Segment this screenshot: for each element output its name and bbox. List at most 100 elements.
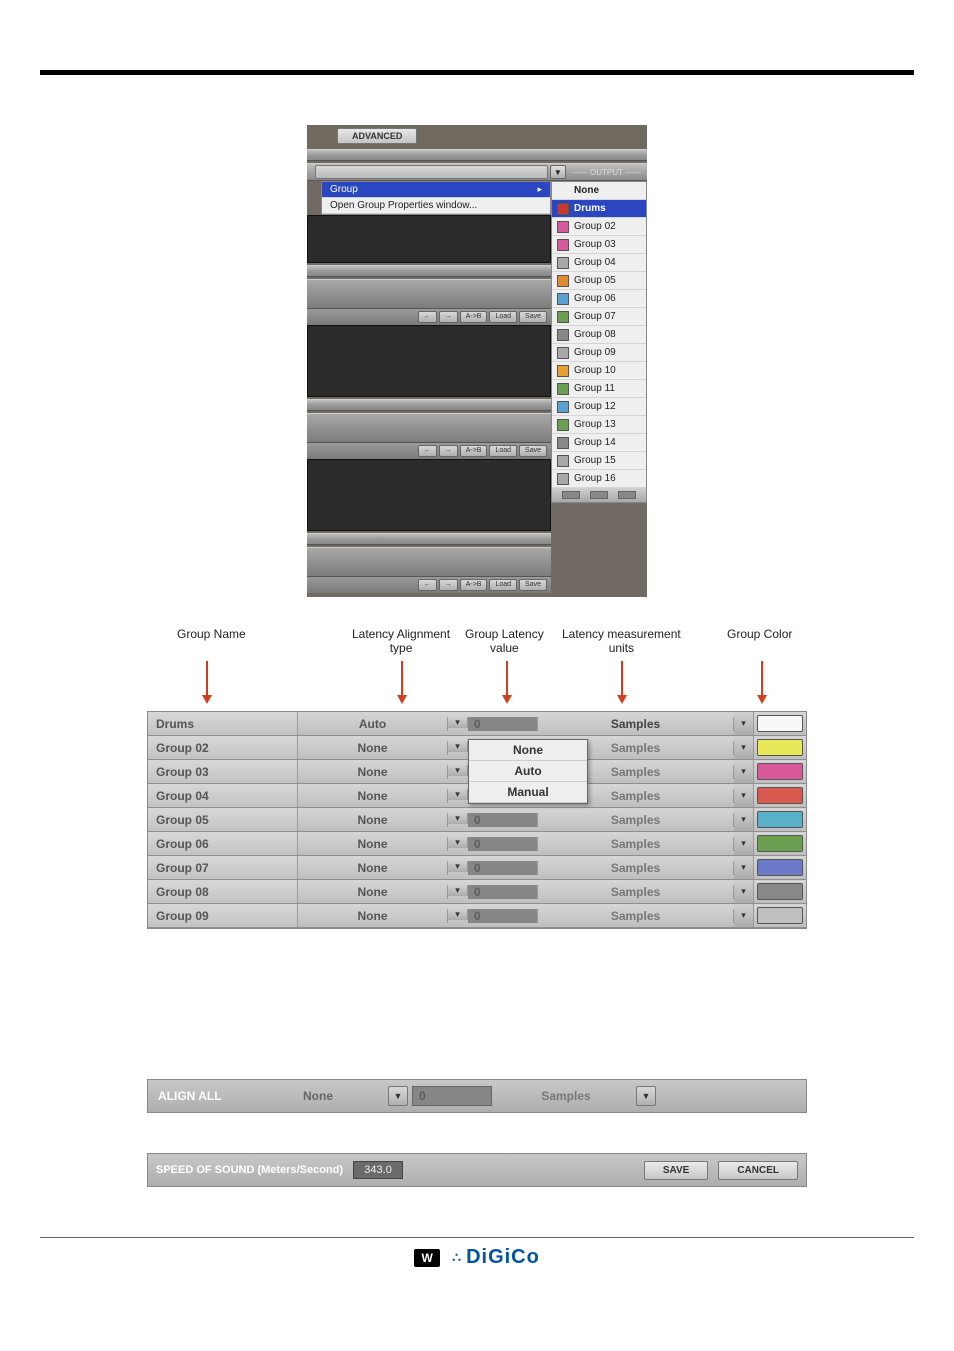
bottom-panels: ALIGN ALL None ▼ 0 Samples ▼ SPEED OF SO… (147, 1079, 807, 1187)
flyout-item[interactable]: Drums (552, 200, 646, 218)
group-color-cell[interactable] (754, 880, 806, 903)
flyout-item[interactable]: Group 05 (552, 272, 646, 290)
flyout-item[interactable]: Group 07 (552, 308, 646, 326)
alignment-type-dropdown[interactable]: ▾ (448, 837, 468, 848)
group-color-cell[interactable] (754, 904, 806, 927)
units-dropdown[interactable]: ▾ (734, 712, 754, 735)
popup-option[interactable]: None (469, 740, 587, 761)
footer-rule (40, 1237, 914, 1238)
flyout-item[interactable]: Group 15 (552, 452, 646, 470)
color-swatch (557, 203, 569, 215)
flyout-item[interactable]: Group 14 (552, 434, 646, 452)
latency-value-cell[interactable]: 0 (468, 861, 538, 875)
alignment-type-dropdown[interactable]: ▾ (448, 861, 468, 872)
latency-value-cell[interactable]: 0 (468, 837, 538, 851)
latency-value-cell[interactable]: 0 (468, 813, 538, 827)
alignment-type-dropdown[interactable]: ▾ (448, 741, 468, 752)
mini-button[interactable]: Load (489, 579, 517, 591)
alignment-type-dropdown[interactable]: ▾ (448, 813, 468, 824)
group-name-cell[interactable]: Group 02 (148, 736, 298, 759)
mini-button[interactable]: Save (519, 579, 547, 591)
output-field[interactable] (315, 165, 548, 179)
flyout-item[interactable]: Group 08 (552, 326, 646, 344)
tab-advanced[interactable]: ADVANCED (337, 128, 417, 144)
context-menu: Group▸ Open Group Properties window... (321, 181, 551, 215)
mini-button[interactable]: → (439, 579, 458, 591)
group-color-cell[interactable] (754, 856, 806, 879)
mini-button[interactable]: A->B (460, 445, 488, 457)
flyout-footer (552, 488, 646, 502)
alignment-type-dropdown[interactable]: ▾ (448, 885, 468, 896)
cancel-button[interactable]: CANCEL (718, 1161, 798, 1180)
flyout-item-none[interactable]: None (552, 182, 646, 200)
units-dropdown[interactable]: ▾ (734, 904, 754, 927)
flyout-item-label: Group 14 (574, 437, 616, 448)
flyout-item[interactable]: Group 13 (552, 416, 646, 434)
group-name-cell[interactable]: Group 06 (148, 832, 298, 855)
align-latency-value[interactable]: 0 (412, 1086, 492, 1106)
latency-value-cell[interactable]: 0 (468, 717, 538, 731)
flyout-item[interactable]: Group 03 (552, 236, 646, 254)
units-dropdown[interactable]: ▾ (734, 808, 754, 831)
mini-button[interactable]: ← (418, 445, 437, 457)
alignment-type-popup: NoneAutoManual (468, 739, 588, 804)
group-name-cell[interactable]: Group 08 (148, 880, 298, 903)
group-color-cell[interactable] (754, 784, 806, 807)
group-name-cell[interactable]: Group 09 (148, 904, 298, 927)
units-dropdown[interactable]: ▾ (734, 760, 754, 783)
units-dropdown[interactable]: ▾ (734, 856, 754, 879)
latency-value-cell[interactable]: 0 (468, 909, 538, 923)
units-cell: Samples (538, 717, 734, 731)
flyout-item[interactable]: Group 10 (552, 362, 646, 380)
group-name-cell[interactable]: Group 05 (148, 808, 298, 831)
units-dropdown[interactable]: ▾ (734, 880, 754, 903)
units-dropdown[interactable]: ▾ (734, 784, 754, 807)
mini-button[interactable]: Save (519, 445, 547, 457)
flyout-item[interactable]: Group 12 (552, 398, 646, 416)
flyout-item[interactable]: Group 04 (552, 254, 646, 272)
annotation-type: Latency Alignmenttype (352, 627, 450, 656)
group-color-cell[interactable] (754, 736, 806, 759)
flyout-item[interactable]: Group 06 (552, 290, 646, 308)
flyout-item[interactable]: Group 09 (552, 344, 646, 362)
group-color-cell[interactable] (754, 712, 806, 735)
group-name-cell[interactable]: Group 04 (148, 784, 298, 807)
flyout-item[interactable]: Group 11 (552, 380, 646, 398)
flyout-item[interactable]: Group 02 (552, 218, 646, 236)
popup-option[interactable]: Manual (469, 782, 587, 803)
align-units-dropdown[interactable]: ▼ (636, 1086, 656, 1106)
group-color-cell[interactable] (754, 808, 806, 831)
mini-button[interactable]: Load (489, 445, 517, 457)
mini-button[interactable]: ← (418, 311, 437, 323)
output-dropdown[interactable]: ▼ (550, 165, 566, 179)
group-flyout: None DrumsGroup 02Group 03Group 04Group … (551, 181, 647, 503)
flyout-item[interactable]: Group 16 (552, 470, 646, 488)
units-cell: Samples (538, 861, 734, 875)
latency-value-cell[interactable]: 0 (468, 885, 538, 899)
menu-item-group[interactable]: Group▸ (322, 182, 550, 198)
mini-button[interactable]: → (439, 311, 458, 323)
alignment-type-dropdown[interactable]: ▾ (448, 765, 468, 776)
mini-button[interactable]: → (439, 445, 458, 457)
menu-item-open-props[interactable]: Open Group Properties window... (322, 198, 550, 214)
mini-button[interactable]: ← (418, 579, 437, 591)
save-button[interactable]: SAVE (644, 1161, 709, 1180)
sos-value[interactable]: 343.0 (353, 1161, 403, 1179)
group-name-cell[interactable]: Group 07 (148, 856, 298, 879)
mini-button[interactable]: Load (489, 311, 517, 323)
group-color-cell[interactable] (754, 832, 806, 855)
table-row: Group 08None▾0Samples▾ (148, 880, 806, 904)
units-dropdown[interactable]: ▾ (734, 832, 754, 855)
popup-option[interactable]: Auto (469, 761, 587, 782)
mini-button[interactable]: A->B (460, 311, 488, 323)
mini-button[interactable]: A->B (460, 579, 488, 591)
alignment-type-dropdown[interactable]: ▾ (448, 789, 468, 800)
align-type-dropdown[interactable]: ▼ (388, 1086, 408, 1106)
alignment-type-dropdown[interactable]: ▾ (448, 909, 468, 920)
group-color-cell[interactable] (754, 760, 806, 783)
mini-button[interactable]: Save (519, 311, 547, 323)
group-name-cell[interactable]: Group 03 (148, 760, 298, 783)
alignment-type-dropdown[interactable]: ▾ (448, 717, 468, 728)
group-name-cell[interactable]: Drums (148, 712, 298, 735)
units-dropdown[interactable]: ▾ (734, 736, 754, 759)
